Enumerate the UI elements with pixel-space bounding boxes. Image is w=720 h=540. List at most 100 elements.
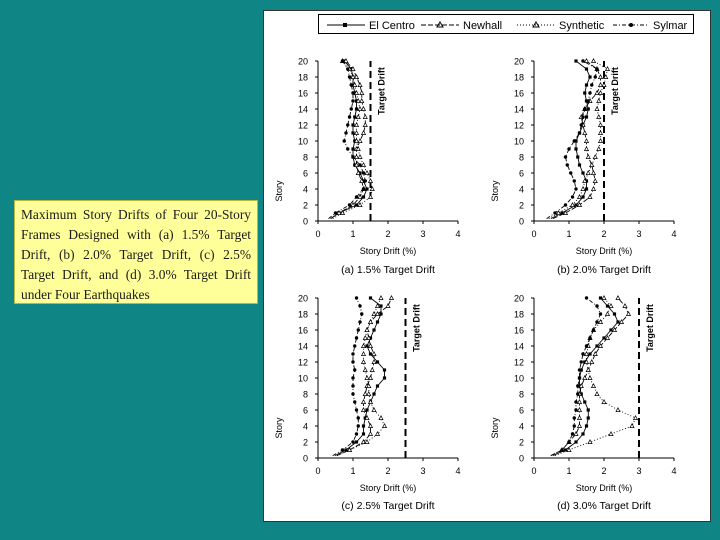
target-drift-label-c: Target Drift <box>412 304 422 352</box>
data-point-synthetic-b <box>555 210 562 215</box>
data-point-synthetic-c <box>371 407 377 412</box>
data-point-el-centro-d <box>563 448 568 452</box>
x-tick-label-c: 3 <box>420 466 425 476</box>
data-point-sylmar-b <box>588 91 592 95</box>
y-tick-label-b: 4 <box>519 185 524 195</box>
data-point-sylmar-a <box>351 99 355 103</box>
y-tick-label-c: 2 <box>303 438 308 448</box>
x-tick-label-a: 4 <box>455 229 460 239</box>
data-point-newhall-a <box>357 194 363 199</box>
data-point-sylmar-a <box>351 155 355 159</box>
data-point-el-centro-b <box>574 59 578 63</box>
y-axis-label-d: Story <box>490 417 500 439</box>
data-point-newhall-c <box>367 423 374 428</box>
data-point-el-centro-b <box>584 187 589 191</box>
data-point-synthetic-a <box>355 146 361 151</box>
data-point-el-centro-d <box>583 400 587 404</box>
data-point-sylmar-b <box>565 163 569 167</box>
data-point-el-centro-d <box>612 312 617 316</box>
data-point-el-centro-c <box>368 352 373 356</box>
data-point-sylmar-c <box>356 416 360 420</box>
data-point-el-centro-d <box>598 296 603 300</box>
data-point-sylmar-c <box>354 336 359 340</box>
data-point-el-centro-c <box>375 360 380 364</box>
x-tick-label-b: 0 <box>531 229 536 239</box>
data-point-sylmar-b <box>583 107 587 111</box>
data-point-newhall-c <box>367 343 374 348</box>
legend-marker-sylmar <box>629 23 633 27</box>
data-point-sylmar-c <box>353 400 357 404</box>
data-point-synthetic-b <box>597 122 604 127</box>
data-point-synthetic-a <box>357 154 363 159</box>
data-point-newhall-a <box>362 122 368 127</box>
data-point-sylmar-a <box>347 203 352 207</box>
data-point-el-centro-b <box>574 203 578 207</box>
y-tick-label-c: 0 <box>303 454 308 464</box>
data-point-sylmar-a <box>354 195 359 199</box>
data-point-synthetic-a <box>353 130 360 135</box>
data-point-newhall-c <box>362 391 368 396</box>
data-point-sylmar-a <box>346 67 350 71</box>
y-tick-label-d: 0 <box>519 454 524 464</box>
y-tick-label-b: 20 <box>514 57 524 67</box>
data-point-newhall-b <box>587 194 593 199</box>
figure-panel: El Centro Newhall Synthetic Sylmar 0 2 4 6 8… <box>263 10 711 522</box>
data-point-newhall-b <box>583 146 590 151</box>
data-point-sylmar-a <box>344 131 348 135</box>
data-point-el-centro-c <box>344 448 348 452</box>
data-point-synthetic-b <box>597 90 604 95</box>
chart-title-b: (b) 2.0% Target Drift <box>557 264 651 276</box>
data-point-el-centro-c <box>361 432 366 436</box>
data-point-sylmar-d <box>595 320 599 324</box>
data-point-sylmar-b <box>563 155 568 159</box>
y-tick-label-d: 18 <box>514 310 524 320</box>
data-point-newhall-c <box>360 407 367 412</box>
data-point-sylmar-c <box>351 440 355 444</box>
data-point-el-centro-b <box>584 179 589 183</box>
legend-marker-newhall <box>436 21 444 28</box>
x-tick-label-a: 3 <box>420 229 425 239</box>
x-tick-label-d: 3 <box>636 466 641 476</box>
data-point-sylmar-b <box>586 99 590 103</box>
data-point-newhall-b <box>597 74 604 79</box>
data-point-sylmar-c <box>354 296 359 300</box>
data-point-newhall-a <box>336 210 342 215</box>
data-point-el-centro-c <box>365 344 369 348</box>
x-tick-label-b: 3 <box>636 229 641 239</box>
data-point-el-centro-b <box>574 139 578 143</box>
data-point-synthetic-b <box>592 154 598 159</box>
data-point-sylmar-c <box>353 344 357 348</box>
data-point-newhall-a <box>360 130 367 135</box>
data-point-newhall-d <box>604 335 611 340</box>
legend-label-el-centro: El Centro <box>369 20 415 32</box>
data-point-synthetic-b <box>601 82 607 87</box>
data-point-synthetic-b <box>594 106 600 111</box>
data-point-synthetic-c <box>364 375 370 380</box>
data-point-el-centro-b <box>588 75 592 79</box>
data-point-sylmar-a <box>349 107 353 111</box>
x-tick-label-b: 2 <box>601 229 606 239</box>
data-point-synthetic-a <box>367 194 374 199</box>
data-point-synthetic-a <box>350 74 356 79</box>
data-point-sylmar-b <box>595 67 599 71</box>
data-point-synthetic-d <box>604 311 611 316</box>
y-tick-label-a: 14 <box>298 105 308 115</box>
data-point-el-centro-b <box>584 115 589 119</box>
data-point-synthetic-b <box>569 202 576 207</box>
data-point-synthetic-c <box>360 343 367 348</box>
data-point-sylmar-d <box>584 296 589 300</box>
data-point-newhall-a <box>357 82 363 87</box>
legend-label-sylmar: Sylmar <box>653 20 688 32</box>
data-point-newhall-b <box>583 58 590 63</box>
data-point-sylmar-b <box>590 83 594 87</box>
data-point-synthetic-b <box>590 58 597 63</box>
data-point-synthetic-c <box>367 399 374 404</box>
data-point-synthetic-c <box>346 447 353 452</box>
data-point-newhall-c <box>371 359 377 364</box>
data-point-newhall-a <box>359 178 365 183</box>
data-point-el-centro-d <box>577 384 582 388</box>
data-point-newhall-b <box>576 202 583 207</box>
data-point-sylmar-d <box>584 344 589 348</box>
data-point-newhall-d <box>578 383 584 388</box>
data-point-sylmar-c <box>360 312 364 316</box>
